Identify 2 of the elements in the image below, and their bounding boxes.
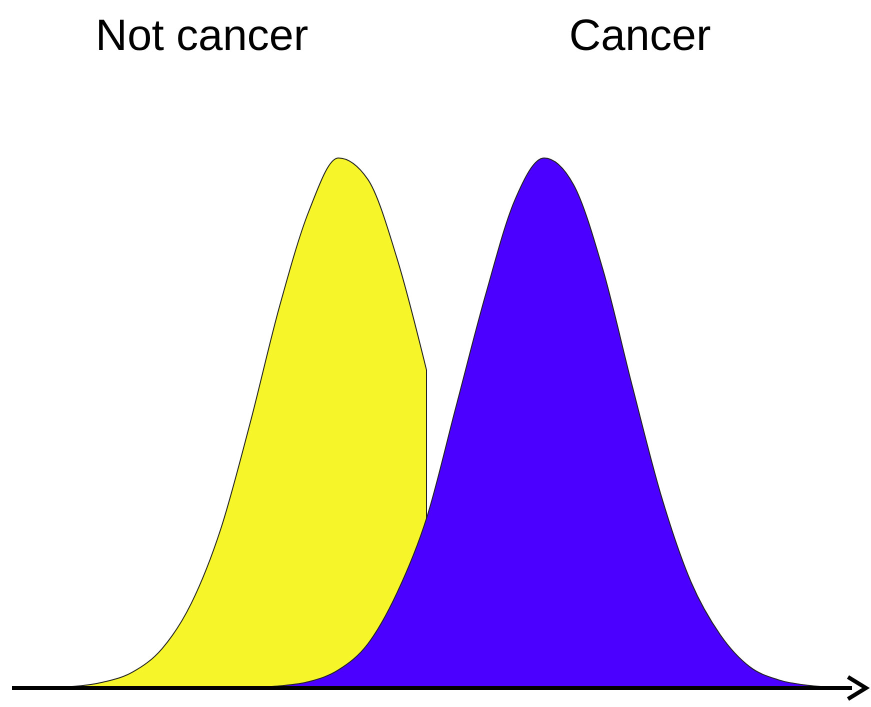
text: Cancer [569, 11, 711, 60]
text: Not cancer [96, 11, 308, 60]
